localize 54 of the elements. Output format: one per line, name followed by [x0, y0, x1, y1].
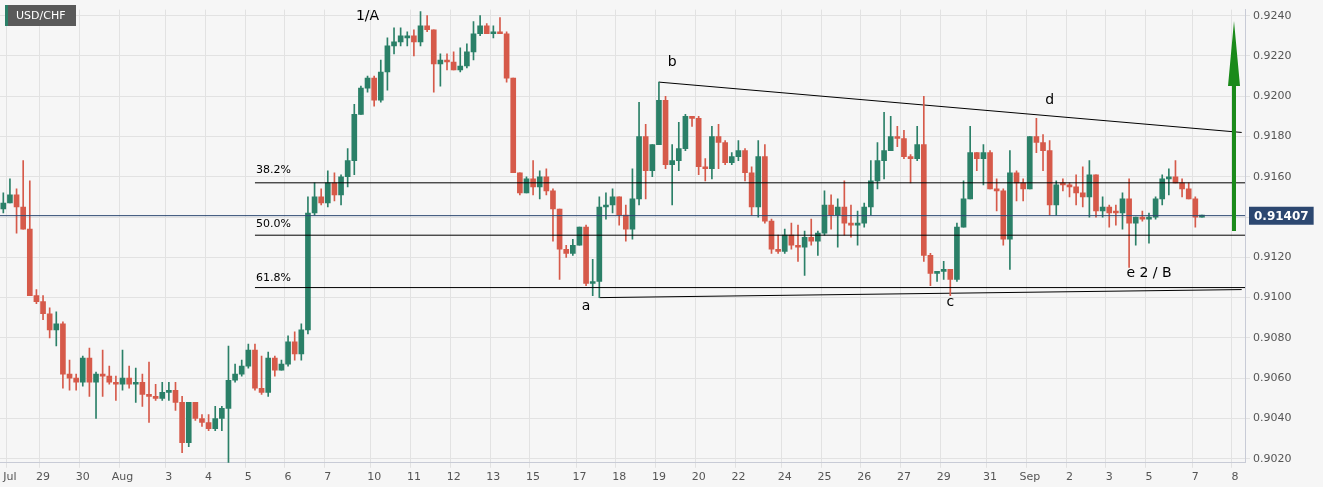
- annotation: b: [667, 52, 677, 69]
- y-tick-label: 0.9220: [1253, 48, 1292, 62]
- x-tick-label: Aug: [111, 470, 134, 484]
- x-tick-label: 24: [777, 470, 792, 484]
- x-tick-label: 8: [1231, 470, 1239, 484]
- x-tick-label: 2: [1066, 470, 1074, 484]
- x-tick-label: 3: [1105, 470, 1113, 484]
- ref-line-label: 0.91407: [1254, 208, 1309, 223]
- x-tick-label: Jul: [2, 470, 17, 484]
- x-tick-label: 15: [526, 470, 541, 484]
- x-tick-label: 11: [406, 470, 421, 484]
- x-tick-label: Sep: [1019, 470, 1041, 484]
- x-tick-label: 19: [651, 470, 666, 484]
- x-tick-label: 18: [612, 470, 627, 484]
- x-tick-label: 17: [572, 470, 587, 484]
- x-tick-label: 6: [284, 470, 292, 484]
- x-tick-label: 7: [324, 470, 332, 484]
- annotation: 61.8%: [255, 270, 291, 284]
- y-tick-label: 0.9060: [1253, 371, 1292, 385]
- x-tick-label: 7: [1191, 470, 1199, 484]
- x-tick-label: 22: [731, 470, 746, 484]
- annotation: e 2 / B: [1126, 263, 1172, 280]
- x-tick-label: 12: [446, 470, 461, 484]
- y-tick-label: 0.9040: [1253, 411, 1292, 425]
- x-tick-label: 27: [896, 470, 911, 484]
- x-tick-label: 13: [486, 470, 501, 484]
- y-tick-label: 0.9100: [1253, 290, 1292, 304]
- x-tick-label: 25: [817, 470, 832, 484]
- y-tick-label: 0.9020: [1253, 451, 1292, 465]
- x-tick-label: 31: [983, 470, 998, 484]
- x-tick-label: 5: [244, 470, 252, 484]
- y-tick-label: 0.9200: [1253, 89, 1292, 103]
- annotation: 50.0%: [255, 216, 291, 230]
- annotation: a: [581, 296, 591, 313]
- y-tick-label: 0.9120: [1253, 250, 1292, 264]
- y-tick-label: 0.9160: [1253, 169, 1292, 183]
- y-tick-label: 0.9240: [1253, 8, 1292, 22]
- y-tick-label: 0.9180: [1253, 129, 1292, 143]
- x-tick-label: 30: [75, 470, 90, 484]
- x-tick-label: 29: [936, 470, 951, 484]
- annotation: d: [1045, 90, 1055, 107]
- candlestick: [1026, 136, 1033, 190]
- chart-title: USD/CHF: [5, 5, 76, 26]
- x-tick-label: 29: [36, 470, 51, 484]
- annotation: 1/A: [355, 6, 380, 23]
- x-tick-label: 10: [367, 470, 382, 484]
- x-tick-label: 4: [205, 470, 213, 484]
- x-tick-label: 26: [857, 470, 872, 484]
- x-tick-label: 3: [165, 470, 173, 484]
- x-tick-label: 20: [691, 470, 706, 484]
- y-tick-label: 0.9080: [1253, 330, 1292, 344]
- annotation: 38.2%: [255, 162, 291, 176]
- x-tick-label: 5: [1145, 470, 1153, 484]
- annotation: c: [946, 292, 955, 309]
